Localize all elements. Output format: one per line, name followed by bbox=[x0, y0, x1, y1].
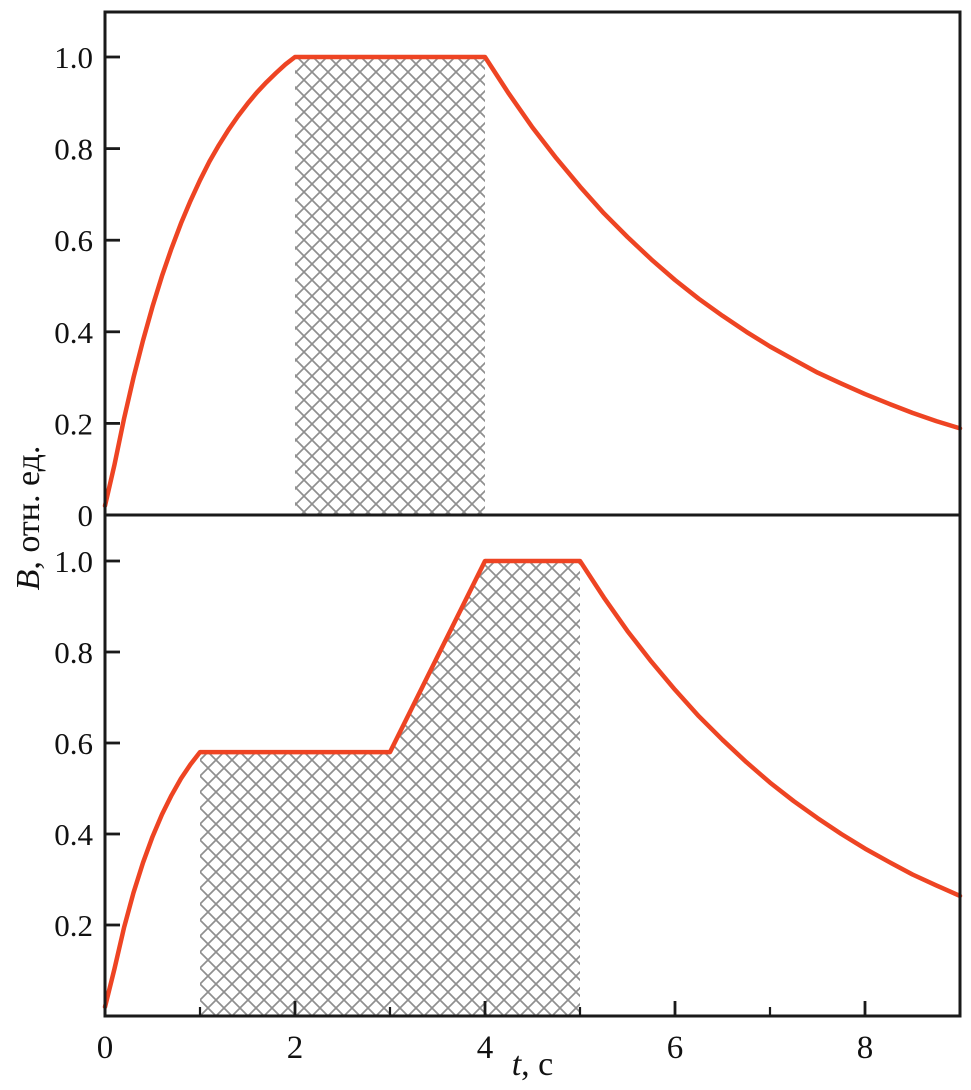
x-axis-label-units: , с bbox=[521, 1046, 554, 1083]
y-tick-label: 0.6 bbox=[54, 726, 93, 761]
y-tick-label: 0 bbox=[78, 498, 94, 533]
bottom-frame bbox=[103, 513, 962, 1018]
top-panel: 0 0.2 0.4 0.6 0.8 1.0 bbox=[54, 10, 963, 533]
top-hatch-region bbox=[295, 57, 485, 515]
x-tick-label: 6 bbox=[667, 1030, 684, 1066]
top-frame bbox=[103, 10, 962, 517]
x-tick-label: 2 bbox=[287, 1030, 304, 1066]
x-tick-label: 8 bbox=[857, 1030, 874, 1066]
y-tick-label: 0.2 bbox=[54, 406, 93, 441]
y-axis-label-variable: B bbox=[10, 569, 47, 591]
y-tick-label: 0.8 bbox=[54, 635, 93, 670]
bottom-panel: 0.2 0.4 0.6 0.8 1.0 0 2 4 6 8 bbox=[54, 513, 963, 1066]
x-tick-label: 4 bbox=[477, 1030, 494, 1066]
y-tick-label: 0.4 bbox=[54, 817, 93, 852]
x-axis-label: t, с bbox=[105, 1046, 960, 1084]
y-tick-label: 0.2 bbox=[54, 908, 93, 943]
x-axis-label-variable: t bbox=[511, 1046, 522, 1083]
y-tick-label: 0.4 bbox=[54, 315, 93, 350]
y-tick-label: 0.8 bbox=[54, 132, 93, 167]
bottom-hatch-region bbox=[200, 561, 580, 1016]
bottom-curve bbox=[102, 558, 963, 1010]
y-tick-label: 1.0 bbox=[54, 544, 93, 579]
y-tick-label: 1.0 bbox=[54, 40, 93, 75]
y-axis-label: B, отн. ед. bbox=[8, 318, 50, 718]
y-axis-label-units: , отн. ед. bbox=[10, 445, 47, 570]
x-tick-label: 0 bbox=[97, 1030, 114, 1066]
y-tick-label: 0.6 bbox=[54, 223, 93, 258]
top-curve bbox=[102, 54, 963, 509]
